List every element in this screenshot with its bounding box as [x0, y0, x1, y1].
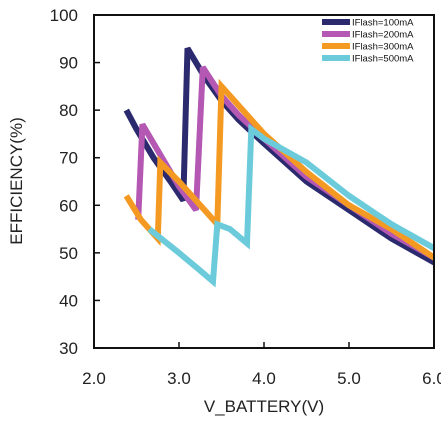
legend-swatch [322, 43, 350, 49]
legend-label: IFlash=300mA [352, 42, 414, 53]
y-tick-label: 30 [59, 339, 78, 358]
legend-label: IFlash=100mA [352, 18, 414, 29]
legend-swatch [322, 55, 350, 61]
legend: IFlash=100mAIFlash=200mAIFlash=300mAIFla… [322, 18, 414, 65]
y-tick-label: 40 [59, 291, 78, 310]
ticks-layer: 2.0 3.0 4.0 5.0 6.0 30 40 50 60 70 80 90 100 [50, 6, 441, 388]
x-tick-label: 5.0 [337, 369, 361, 388]
y-tick-label: 90 [59, 54, 78, 73]
series-layer [123, 46, 434, 288]
y-tick-label: 100 [50, 6, 78, 25]
legend-label: IFlash=500mA [352, 54, 414, 65]
y-tick-label: 80 [59, 101, 78, 120]
x-tick-label: 6.0 [422, 369, 441, 388]
series-line-2 [135, 65, 434, 262]
plot-frame [93, 14, 435, 349]
y-tick-label: 70 [59, 149, 78, 168]
legend-label: IFlash=200mA [352, 30, 414, 41]
legend-swatch [322, 19, 350, 25]
x-axis-title: V_BATTERY(V) [204, 397, 324, 416]
series-line-3 [123, 78, 434, 262]
y-axis-title: EFFICIENCY(%) [7, 117, 26, 245]
y-tick-label: 60 [59, 196, 78, 215]
x-tick-label: 4.0 [252, 369, 276, 388]
x-tick-label: 2.0 [82, 369, 106, 388]
y-tick-label: 50 [59, 244, 78, 263]
x-tick-label: 3.0 [167, 369, 191, 388]
legend-swatch [322, 31, 350, 37]
series-line-4 [147, 123, 434, 288]
